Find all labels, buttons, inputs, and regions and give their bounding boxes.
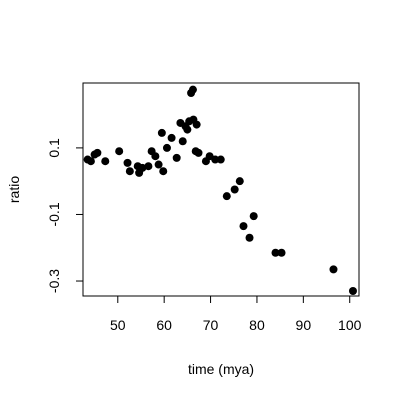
x-axis-label: time (mya) — [188, 361, 254, 377]
data-point — [222, 192, 231, 201]
data-point — [245, 233, 254, 242]
data-point — [329, 265, 338, 274]
data-point — [348, 287, 357, 296]
data-point — [239, 222, 248, 231]
data-point — [277, 248, 286, 257]
x-tick-label: 60 — [156, 317, 172, 333]
data-point — [235, 177, 244, 186]
data-point — [86, 157, 95, 166]
data-point — [93, 148, 102, 157]
y-tick-label: -0.3 — [46, 269, 62, 293]
x-tick-label: 50 — [110, 317, 126, 333]
x-tick-label: 90 — [296, 317, 312, 333]
data-point — [123, 158, 132, 167]
data-point — [159, 167, 168, 176]
data-points — [83, 85, 357, 296]
x-axis: 50 60 70 80 90 100 — [110, 295, 362, 333]
data-point — [157, 128, 166, 137]
data-point — [154, 160, 163, 169]
data-point — [125, 167, 134, 176]
data-point — [115, 147, 124, 156]
data-point — [178, 137, 187, 146]
data-point — [162, 143, 171, 152]
data-point — [138, 163, 147, 172]
data-point — [271, 248, 280, 257]
data-point — [144, 162, 153, 171]
data-point — [211, 155, 220, 164]
y-tick-label: 0.1 — [46, 138, 62, 158]
data-point — [183, 125, 192, 134]
x-tick-label: 80 — [249, 317, 265, 333]
data-point — [216, 155, 225, 164]
data-point — [188, 85, 197, 94]
x-tick-label: 70 — [203, 317, 219, 333]
y-tick-label: -0.1 — [46, 202, 62, 226]
data-point — [151, 152, 160, 161]
data-point — [167, 133, 176, 142]
data-point — [230, 185, 239, 194]
data-point — [101, 157, 110, 166]
data-point — [249, 212, 258, 221]
y-axis-label: ratio — [6, 176, 22, 203]
x-tick-label: 100 — [338, 317, 362, 333]
y-axis: -0.3 -0.1 0.1 — [46, 138, 84, 293]
data-point — [172, 153, 181, 162]
data-point — [192, 120, 201, 129]
data-point — [194, 148, 203, 157]
